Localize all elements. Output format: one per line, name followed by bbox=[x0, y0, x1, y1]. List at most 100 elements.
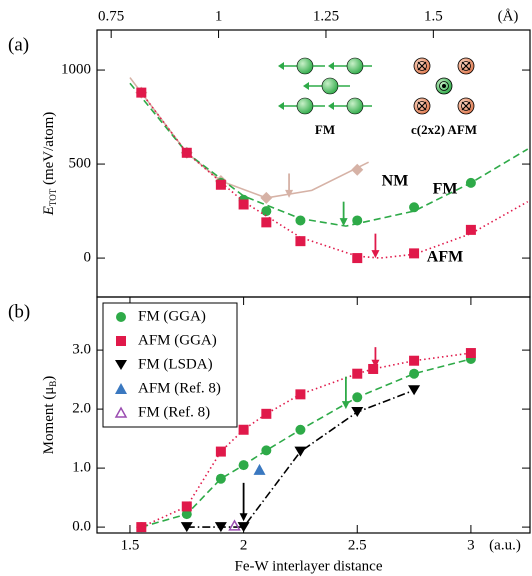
series-line bbox=[140, 92, 529, 259]
fm-inset bbox=[278, 57, 372, 115]
marker bbox=[465, 348, 476, 359]
afm-inset bbox=[413, 57, 475, 115]
y-tick-label: 0 bbox=[84, 250, 92, 266]
marker bbox=[215, 446, 226, 457]
series-line bbox=[129, 77, 369, 199]
y-label-rest: ) bbox=[41, 376, 57, 381]
marker bbox=[228, 519, 241, 531]
marker bbox=[295, 389, 306, 400]
legend-label: AFM (GGA) bbox=[138, 332, 217, 348]
marker bbox=[260, 191, 273, 204]
marker bbox=[409, 248, 420, 259]
marker bbox=[214, 522, 227, 533]
marker bbox=[238, 424, 249, 435]
y-axis-label: ETOT (meV/atom) bbox=[41, 112, 58, 217]
marker bbox=[465, 224, 476, 235]
marker bbox=[215, 179, 226, 190]
y-label-sub: TOT bbox=[48, 188, 58, 206]
marker bbox=[136, 87, 147, 98]
marker bbox=[352, 215, 363, 226]
y-tick-label: 500 bbox=[69, 156, 92, 172]
y-label-main: E bbox=[41, 206, 57, 216]
marker bbox=[180, 522, 193, 533]
marker bbox=[181, 147, 192, 158]
arrow-head bbox=[285, 189, 294, 198]
y-tick-label: 1.0 bbox=[72, 460, 91, 476]
marker bbox=[237, 522, 250, 533]
marker bbox=[181, 501, 192, 512]
legend-marker bbox=[115, 360, 127, 370]
marker bbox=[465, 177, 476, 188]
legend-box bbox=[102, 302, 238, 428]
curve-label: FM bbox=[433, 181, 458, 198]
panel-label: (b) bbox=[8, 301, 30, 322]
marker bbox=[238, 199, 249, 210]
y-label-rest: (meV/atom) bbox=[41, 112, 57, 189]
y-tick-label: 3.0 bbox=[72, 342, 91, 358]
panel-label: (a) bbox=[8, 34, 29, 55]
arrow-head bbox=[371, 359, 380, 368]
x2-tick-label: 1.25 bbox=[313, 8, 339, 24]
inset-label: FM bbox=[315, 122, 335, 137]
y-label-main: Moment (μ bbox=[41, 387, 57, 455]
curve-label: AFM bbox=[427, 249, 463, 266]
series-line bbox=[186, 389, 415, 528]
legend-label: FM (Ref. 8) bbox=[138, 404, 210, 420]
marker bbox=[261, 217, 272, 228]
marker bbox=[368, 363, 379, 374]
marker bbox=[295, 215, 306, 226]
marker bbox=[352, 368, 363, 379]
arrow-head bbox=[339, 218, 348, 227]
y-label-sub: B bbox=[48, 381, 58, 387]
x-tick-label: 2.5 bbox=[348, 537, 367, 553]
x2-tick-label: 0.75 bbox=[98, 8, 124, 24]
y-axis-label: Moment (μB) bbox=[41, 376, 58, 455]
marker bbox=[351, 163, 364, 176]
inset-label: c(2x2) AFM bbox=[411, 122, 477, 137]
x-unit-label: (a.u.) bbox=[489, 537, 521, 553]
x2-tick-label: 1.5 bbox=[424, 8, 443, 24]
arrow-head bbox=[371, 250, 380, 259]
arrow-head bbox=[341, 401, 350, 410]
marker bbox=[408, 385, 421, 396]
arrow-head bbox=[239, 513, 248, 522]
marker bbox=[352, 253, 363, 264]
legend-marker bbox=[116, 336, 126, 346]
y-tick-label: 1000 bbox=[61, 61, 91, 77]
marker bbox=[409, 355, 420, 366]
x-tick-label: 3 bbox=[467, 537, 475, 553]
series-line bbox=[129, 82, 529, 227]
plot-frame bbox=[96, 296, 531, 534]
legend-marker bbox=[114, 406, 128, 418]
marker bbox=[261, 206, 272, 217]
marker bbox=[295, 424, 306, 435]
marker bbox=[181, 509, 192, 520]
marker bbox=[136, 522, 147, 533]
x2-axis-label: (Å) bbox=[498, 8, 519, 24]
x-tick-label: 1.5 bbox=[121, 537, 140, 553]
y-tick-label: 0.0 bbox=[72, 519, 91, 535]
legend-marker bbox=[116, 312, 126, 322]
marker bbox=[215, 473, 226, 484]
marker bbox=[409, 368, 420, 379]
marker bbox=[253, 463, 266, 475]
legend-label: FM (GGA) bbox=[138, 308, 206, 324]
series-line bbox=[140, 352, 472, 528]
legend-label: FM (LSDA) bbox=[138, 356, 213, 372]
marker bbox=[261, 408, 272, 419]
marker bbox=[351, 407, 364, 418]
x-axis-label: Fe-W interlayer distance bbox=[235, 558, 383, 574]
marker bbox=[294, 446, 307, 457]
x-tick-label: 2 bbox=[240, 537, 248, 553]
marker bbox=[352, 392, 363, 403]
marker bbox=[295, 236, 306, 247]
curve-label: NM bbox=[382, 173, 409, 190]
marker bbox=[238, 460, 249, 471]
y-tick-label: 2.0 bbox=[72, 401, 91, 417]
marker bbox=[261, 445, 272, 456]
legend-label: AFM (Ref. 8) bbox=[138, 380, 221, 396]
x2-tick-label: 1 bbox=[215, 8, 223, 24]
legend-marker bbox=[115, 383, 127, 394]
